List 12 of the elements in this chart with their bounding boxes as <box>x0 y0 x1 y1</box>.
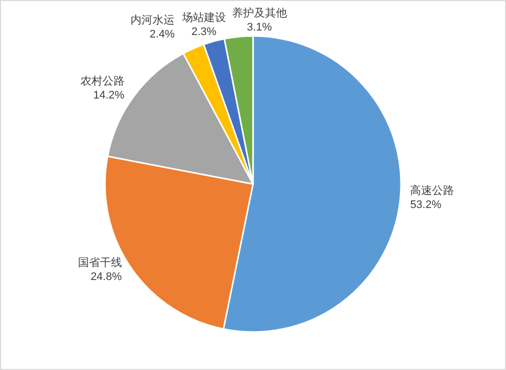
data-label: 2.3% <box>191 26 217 38</box>
slice-label: 农村公路 <box>80 74 124 88</box>
data-label: 53.2% <box>410 198 442 211</box>
data-label: 14.2% <box>93 89 125 102</box>
slice-label: 养护及其他 <box>232 6 287 20</box>
slice-label: 高速公路 <box>410 184 454 197</box>
data-label: 3.1% <box>246 22 272 34</box>
data-label: 2.4% <box>150 28 175 40</box>
slice-label: 场站建设 <box>180 11 226 24</box>
slice-label: 国省干线 <box>78 256 122 269</box>
data-label: 24.8% <box>90 270 122 283</box>
slice-label: 内河水运 <box>130 13 175 26</box>
